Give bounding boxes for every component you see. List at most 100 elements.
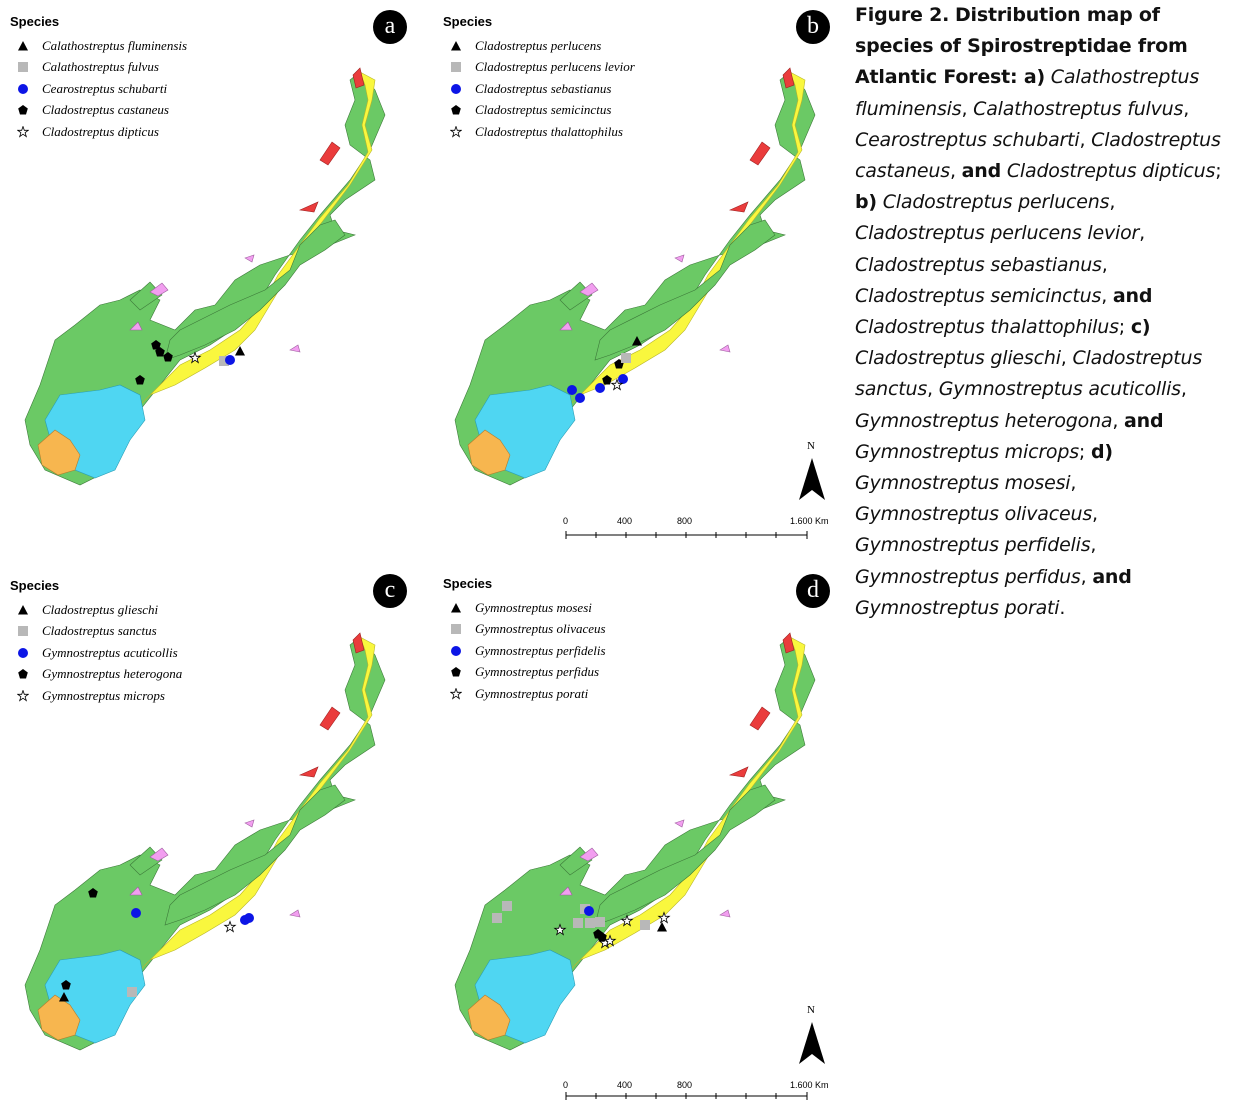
legend-label: Gymnostreptus perfidelis <box>475 642 606 658</box>
legend-item: Cladostreptus perlucens <box>443 35 635 57</box>
occurrence-point-square <box>595 917 605 927</box>
south-region <box>37 429 81 476</box>
red-region <box>352 632 365 654</box>
caption-d-3: Gymnostreptus perfidelis <box>855 534 1091 557</box>
panel-d <box>430 565 850 1110</box>
legend-label: Cladostreptus glieschi <box>42 601 159 617</box>
caption-c-4: Gymnostreptus heterogona <box>855 409 1113 432</box>
occurrence-point-triangle <box>632 336 642 346</box>
occurrence-point-circle <box>244 913 254 923</box>
caption-c-3: Gymnostreptus acuticollis <box>938 378 1181 401</box>
panel-letter-d: d <box>796 574 830 608</box>
occurrence-point-pentagon <box>163 352 173 362</box>
caption-and: and <box>1124 409 1164 432</box>
occurrence-point-circle <box>575 393 585 403</box>
red-region <box>728 766 749 778</box>
north-arrow-icon <box>799 458 825 500</box>
forest-region <box>594 784 776 926</box>
forest-region <box>24 71 386 486</box>
pink-region <box>719 909 731 918</box>
scale-label-400: 400 <box>617 1080 633 1090</box>
panel-a <box>0 0 420 545</box>
panel-c <box>0 565 420 1110</box>
triangle-icon <box>443 602 469 614</box>
occurrence-point-square <box>219 356 229 366</box>
caption-and: and <box>961 160 1002 183</box>
panel-letter-a: a <box>373 10 407 44</box>
panel-letter-c: c <box>373 574 407 608</box>
pink-region <box>129 886 143 896</box>
occurrence-point-pentagon <box>88 888 98 898</box>
legend-a: Species Calathostreptus fluminensis Calat… <box>10 14 187 143</box>
pentagon-icon <box>10 668 36 680</box>
legend-label: Cladostreptus sebastianus <box>475 80 612 96</box>
occurrence-point-circle <box>567 385 577 395</box>
legend-item: Cladostreptus sebastianus <box>443 78 635 100</box>
pink-region <box>674 819 685 828</box>
occurrence-point-triangle <box>59 992 69 1002</box>
occurrence-point-star <box>188 351 202 364</box>
caption-a-1: Calathostreptus fluminensis <box>855 66 1200 120</box>
legend-item: Calathostreptus fluminensis <box>10 35 187 57</box>
legend-title: Species <box>10 578 60 593</box>
legend-item: Gymnostreptus perfidelis <box>443 640 606 662</box>
caption-b-5: Cladostreptus thalattophilus <box>855 316 1119 339</box>
circle-icon <box>10 83 36 95</box>
legend-item: Calathostreptus fulvus <box>10 57 187 79</box>
red-region <box>319 706 341 731</box>
forest-region <box>594 219 776 361</box>
occurrence-point-circle <box>225 355 235 365</box>
caption-d-1: Gymnostreptus mosesi <box>855 472 1071 495</box>
square-icon <box>443 623 469 635</box>
caption-d-2: Gymnostreptus olivaceus <box>855 503 1093 526</box>
occurrence-point-pentagon <box>597 932 607 942</box>
circle-icon <box>10 647 36 659</box>
occurrence-point-circle <box>584 906 594 916</box>
legend-label: Gymnostreptus perfidus <box>475 664 600 680</box>
red-region <box>298 201 319 213</box>
legend-label: Gymnostreptus mosesi <box>475 599 592 615</box>
legend-c: Species Cladostreptus glieschi Cladostrep… <box>10 578 182 707</box>
north-label: N <box>807 1004 815 1016</box>
square-icon <box>10 625 36 637</box>
north-label: N <box>807 440 815 452</box>
caption-b-2: Cladostreptus perlucens levior <box>855 222 1140 245</box>
caption-and: and <box>1092 565 1132 588</box>
caption-c-1: Cladostreptus glieschi <box>855 347 1061 370</box>
occurrence-point-square <box>492 913 502 923</box>
triangle-icon <box>10 604 36 616</box>
legend-label: Cladostreptus perlucens <box>475 37 602 53</box>
red-region <box>352 67 365 89</box>
occurrence-point-triangle <box>235 346 245 356</box>
south-region <box>467 994 511 1041</box>
caption-a-2: Calathostreptus fulvus <box>973 97 1184 120</box>
pink-region <box>244 254 255 263</box>
pink-region <box>244 819 255 828</box>
north-arrow-icon <box>799 1022 825 1064</box>
legend-label: Calathostreptus fluminensis <box>42 37 188 53</box>
occurrence-point-square <box>573 918 583 928</box>
red-region <box>782 67 795 89</box>
legend-label: Cladostreptus semicinctus <box>475 102 612 118</box>
pink-region <box>579 282 599 297</box>
caption-c-5: Gymnostreptus microps <box>855 440 1079 463</box>
occurrence-point-square <box>621 353 631 363</box>
pentagon-icon <box>10 104 36 116</box>
caption-a-3: Cearostreptus schubarti <box>855 128 1080 151</box>
occurrence-point-star <box>657 911 671 924</box>
occurrence-point-circle <box>131 908 141 918</box>
legend-item: Cladostreptus sanctus <box>10 621 182 643</box>
legend-item: Cladostreptus castaneus <box>10 100 187 122</box>
circle-icon <box>443 83 469 95</box>
legend-title: Species <box>443 576 493 591</box>
legend-label: Calathostreptus fulvus <box>42 59 159 75</box>
legend-label: Cladostreptus castaneus <box>42 102 169 118</box>
legend-label: Cearostreptus schubarti <box>42 80 168 96</box>
occurrence-point-square <box>502 901 512 911</box>
pink-region <box>149 282 169 297</box>
scale-label-400: 400 <box>617 516 633 526</box>
atlantic-forest-map <box>454 67 816 486</box>
legend-item: Gymnostreptus heterogona <box>10 664 182 686</box>
occurrence-point-pentagon <box>602 375 612 385</box>
legend-label: Gymnostreptus acuticollis <box>42 644 178 660</box>
